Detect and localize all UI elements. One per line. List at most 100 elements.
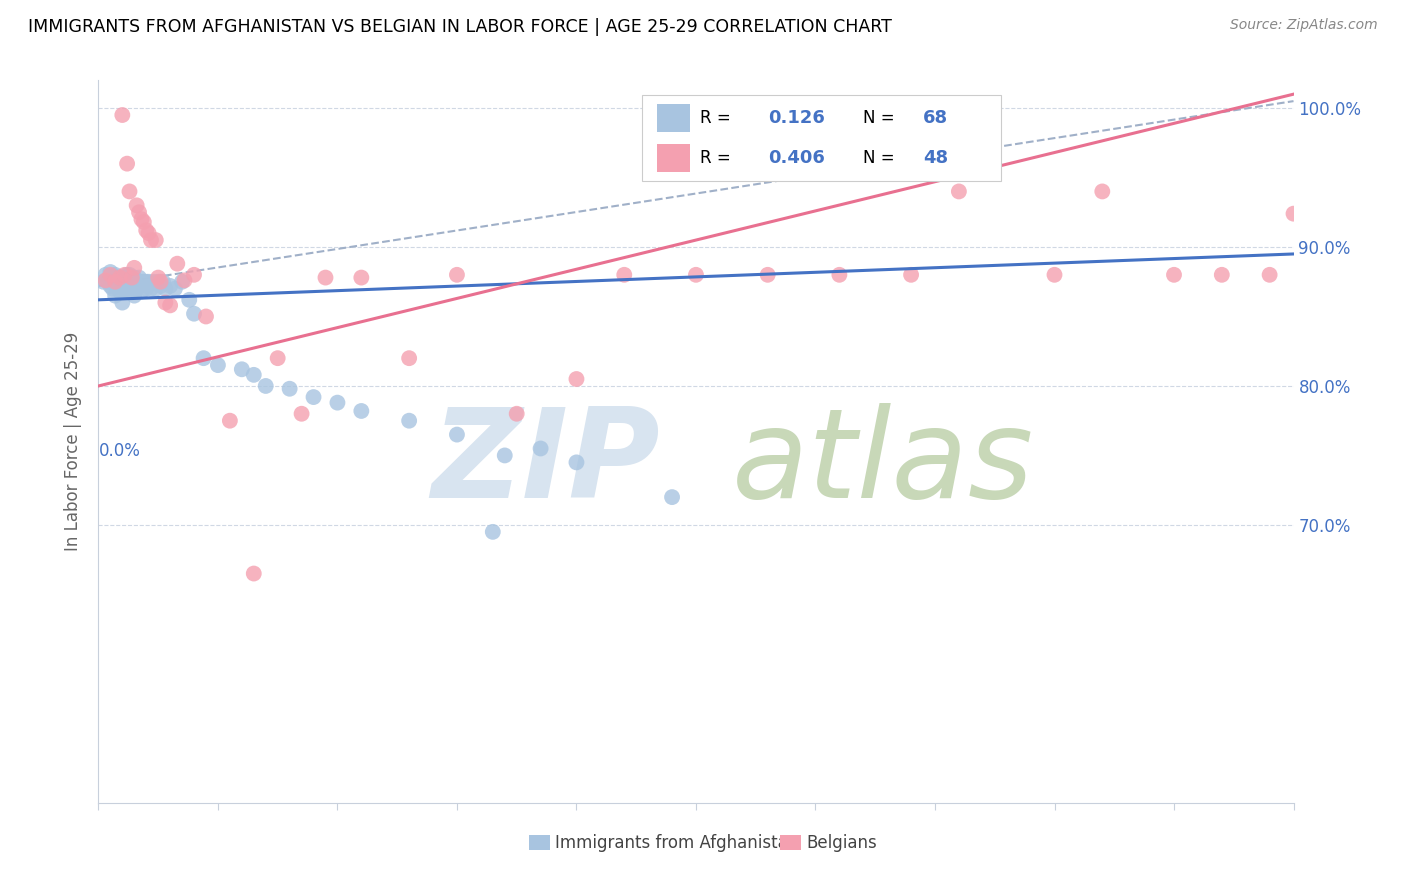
Point bbox=[115, 282, 138, 296]
Point bbox=[219, 414, 242, 428]
Point bbox=[94, 273, 117, 287]
Point bbox=[101, 270, 124, 285]
Point bbox=[131, 212, 153, 227]
Point bbox=[108, 285, 131, 299]
Text: Source: ZipAtlas.com: Source: ZipAtlas.com bbox=[1230, 18, 1378, 32]
Point bbox=[278, 382, 301, 396]
Point bbox=[565, 372, 588, 386]
Point bbox=[661, 490, 683, 504]
Point bbox=[254, 379, 277, 393]
Point bbox=[111, 270, 134, 285]
Point bbox=[138, 226, 160, 240]
FancyBboxPatch shape bbox=[657, 104, 690, 132]
Point bbox=[111, 279, 134, 293]
Point bbox=[111, 295, 134, 310]
Point bbox=[326, 395, 349, 409]
Point bbox=[446, 427, 468, 442]
Text: IMMIGRANTS FROM AFGHANISTAN VS BELGIAN IN LABOR FORCE | AGE 25-29 CORRELATION CH: IMMIGRANTS FROM AFGHANISTAN VS BELGIAN I… bbox=[28, 18, 891, 36]
Point bbox=[114, 268, 136, 282]
FancyBboxPatch shape bbox=[529, 835, 550, 850]
Point bbox=[124, 260, 146, 275]
Point bbox=[121, 282, 143, 296]
Point bbox=[94, 268, 117, 282]
Point bbox=[1163, 268, 1185, 282]
Point bbox=[125, 275, 148, 289]
Point bbox=[756, 268, 779, 282]
Point bbox=[132, 215, 155, 229]
Point bbox=[494, 449, 516, 463]
Point bbox=[149, 275, 172, 289]
Point bbox=[243, 566, 266, 581]
Point bbox=[118, 185, 141, 199]
FancyBboxPatch shape bbox=[657, 145, 690, 172]
Point bbox=[139, 282, 162, 296]
Point bbox=[1211, 268, 1233, 282]
FancyBboxPatch shape bbox=[643, 95, 1001, 181]
Point bbox=[506, 407, 529, 421]
Point bbox=[118, 268, 141, 282]
Point bbox=[142, 275, 165, 289]
Point bbox=[179, 293, 201, 307]
Point bbox=[115, 156, 138, 170]
Point bbox=[104, 268, 127, 282]
Point bbox=[166, 257, 188, 271]
Point bbox=[350, 270, 373, 285]
Point bbox=[121, 270, 143, 285]
Point bbox=[155, 282, 177, 296]
Point bbox=[131, 275, 153, 289]
Point bbox=[159, 279, 181, 293]
Point bbox=[145, 233, 167, 247]
Point bbox=[145, 282, 167, 296]
Point bbox=[139, 233, 162, 247]
Point bbox=[148, 275, 170, 289]
Point bbox=[350, 404, 373, 418]
Point bbox=[124, 270, 146, 285]
Point bbox=[98, 265, 122, 279]
Text: R =: R = bbox=[700, 149, 735, 167]
Text: ZIP: ZIP bbox=[432, 402, 661, 524]
Point bbox=[315, 270, 337, 285]
Point bbox=[104, 288, 127, 302]
Point bbox=[115, 275, 138, 289]
Point bbox=[207, 358, 229, 372]
Point bbox=[183, 268, 205, 282]
Point bbox=[291, 407, 314, 421]
Point bbox=[107, 279, 129, 293]
Text: N =: N = bbox=[863, 149, 900, 167]
Point bbox=[267, 351, 290, 366]
Text: 68: 68 bbox=[922, 109, 948, 128]
Point bbox=[97, 275, 120, 289]
Point bbox=[613, 268, 636, 282]
Point bbox=[302, 390, 325, 404]
Point bbox=[1258, 268, 1281, 282]
Text: R =: R = bbox=[700, 109, 735, 128]
Point bbox=[124, 279, 146, 293]
Point bbox=[98, 279, 122, 293]
Point bbox=[118, 275, 141, 289]
Point bbox=[131, 285, 153, 299]
Point bbox=[125, 282, 148, 296]
Text: N =: N = bbox=[863, 109, 900, 128]
Point bbox=[828, 268, 851, 282]
Point bbox=[685, 268, 707, 282]
Point bbox=[124, 288, 146, 302]
Point bbox=[107, 270, 129, 285]
Point bbox=[481, 524, 505, 539]
Point bbox=[108, 270, 131, 285]
Point bbox=[398, 351, 420, 366]
Point bbox=[152, 275, 174, 289]
Point bbox=[948, 185, 970, 199]
Text: atlas: atlas bbox=[733, 402, 1033, 524]
Point bbox=[114, 282, 136, 296]
Point bbox=[125, 198, 148, 212]
Point bbox=[172, 275, 194, 289]
Point bbox=[398, 414, 420, 428]
Point bbox=[135, 275, 157, 289]
Point bbox=[195, 310, 218, 324]
Point bbox=[530, 442, 553, 456]
Point bbox=[104, 275, 127, 289]
Text: Immigrants from Afghanistan: Immigrants from Afghanistan bbox=[555, 833, 799, 852]
Point bbox=[193, 351, 215, 366]
Point bbox=[446, 268, 468, 282]
Text: 48: 48 bbox=[922, 149, 948, 167]
